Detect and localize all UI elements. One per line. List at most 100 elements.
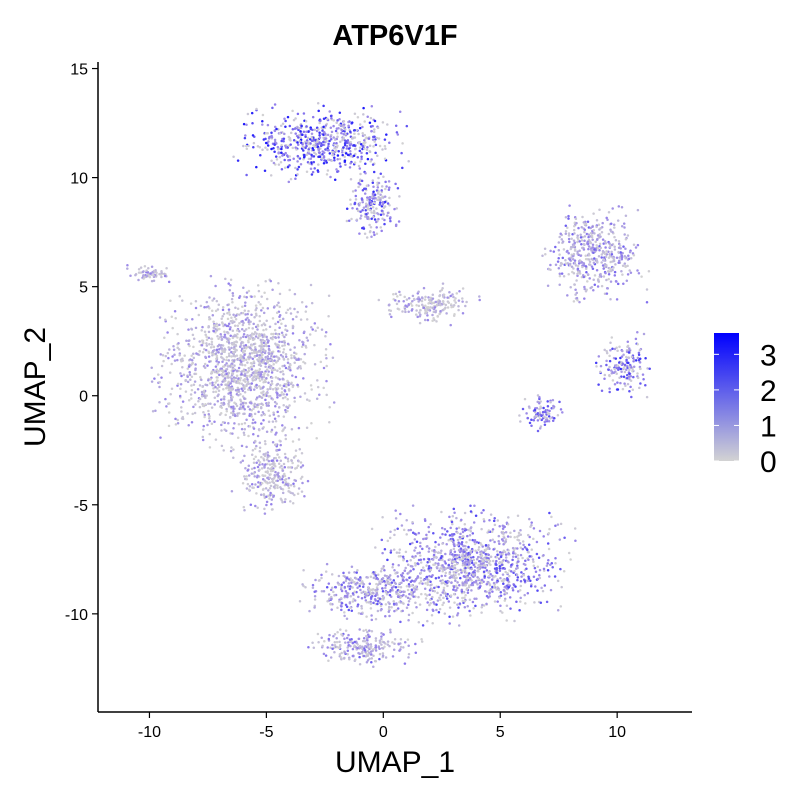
cell-point xyxy=(629,271,633,274)
cell-point xyxy=(590,265,594,268)
cell-point xyxy=(598,249,601,252)
cell-point xyxy=(278,326,281,330)
cell-point xyxy=(457,308,460,312)
cell-point xyxy=(250,402,253,405)
cell-point xyxy=(480,527,483,531)
cell-point xyxy=(464,560,467,564)
cell-point xyxy=(349,577,352,580)
cell-point xyxy=(174,317,177,320)
cell-point xyxy=(401,555,405,559)
cell-point xyxy=(272,161,276,165)
cell-point xyxy=(461,527,464,531)
cell-point xyxy=(638,361,642,364)
cell-point xyxy=(250,335,253,339)
cell-point xyxy=(263,479,266,482)
cell-point xyxy=(243,353,246,357)
cell-point xyxy=(272,146,275,150)
cell-point xyxy=(330,608,333,611)
cell-point xyxy=(226,303,229,307)
cell-point xyxy=(187,424,190,427)
cell-point xyxy=(261,463,264,466)
cell-point xyxy=(426,318,430,322)
cell-point xyxy=(325,393,328,397)
cell-point xyxy=(353,136,357,139)
cell-point xyxy=(600,389,604,392)
cell-point xyxy=(394,292,398,296)
cell-point xyxy=(205,335,208,339)
cell-point xyxy=(399,293,402,297)
cell-point xyxy=(501,552,504,556)
cell-point xyxy=(228,385,231,389)
cell-point xyxy=(632,365,636,369)
cell-point xyxy=(595,219,599,222)
cell-point xyxy=(322,161,326,165)
cell-point xyxy=(596,279,600,282)
cell-point xyxy=(372,185,375,188)
cell-point xyxy=(201,404,205,408)
cell-point xyxy=(441,300,445,303)
cell-point xyxy=(240,444,244,448)
cell-point xyxy=(370,594,374,598)
cell-point xyxy=(532,575,536,578)
cell-point xyxy=(229,449,233,453)
cell-point xyxy=(427,296,430,299)
cell-point xyxy=(253,295,256,298)
cell-point xyxy=(421,547,424,551)
cell-point xyxy=(619,251,622,254)
cell-point xyxy=(621,387,625,391)
cell-point xyxy=(176,358,179,362)
cell-point xyxy=(637,271,641,275)
cell-point xyxy=(340,583,343,586)
cell-point xyxy=(296,141,299,144)
cell-point xyxy=(518,542,522,545)
cell-point xyxy=(286,361,290,365)
cell-point xyxy=(378,580,381,583)
cell-point xyxy=(354,152,357,156)
cell-point xyxy=(436,551,440,555)
cell-point xyxy=(610,369,613,372)
cell-point xyxy=(370,235,373,238)
cell-point xyxy=(240,342,243,345)
cell-point xyxy=(213,403,216,406)
cell-point xyxy=(377,217,380,221)
cell-point xyxy=(240,327,244,331)
cell-point xyxy=(627,361,630,365)
cell-point xyxy=(232,426,235,430)
cell-point xyxy=(559,232,562,235)
cell-point xyxy=(469,529,473,533)
cell-point xyxy=(523,593,526,597)
cell-point xyxy=(212,324,216,327)
cell-point xyxy=(383,547,387,551)
cell-point xyxy=(254,440,257,443)
cell-point xyxy=(223,347,226,350)
cell-point xyxy=(243,412,246,416)
cell-point xyxy=(188,371,191,374)
cell-point xyxy=(305,318,309,321)
cell-point xyxy=(439,593,443,597)
cell-point xyxy=(201,325,204,329)
cell-point xyxy=(579,254,582,257)
cell-point xyxy=(383,222,386,226)
cell-point xyxy=(373,193,377,197)
cell-point xyxy=(370,195,374,198)
cell-point xyxy=(332,634,335,638)
cell-point xyxy=(343,594,347,598)
cell-point xyxy=(229,319,233,323)
cell-point xyxy=(199,375,202,379)
cell-point xyxy=(349,644,352,648)
cell-point xyxy=(271,335,275,339)
cell-point xyxy=(356,115,360,119)
cell-point xyxy=(449,303,453,306)
cell-point xyxy=(279,370,282,374)
cell-point xyxy=(540,586,543,590)
cell-point xyxy=(246,334,249,337)
cell-point xyxy=(291,332,295,335)
cell-point xyxy=(603,348,606,352)
cell-point xyxy=(478,586,482,589)
cell-point xyxy=(429,568,433,572)
cell-point xyxy=(259,405,263,409)
cell-point xyxy=(270,352,274,355)
cell-point xyxy=(397,642,400,646)
cell-point xyxy=(202,428,205,432)
cell-point xyxy=(220,383,223,386)
